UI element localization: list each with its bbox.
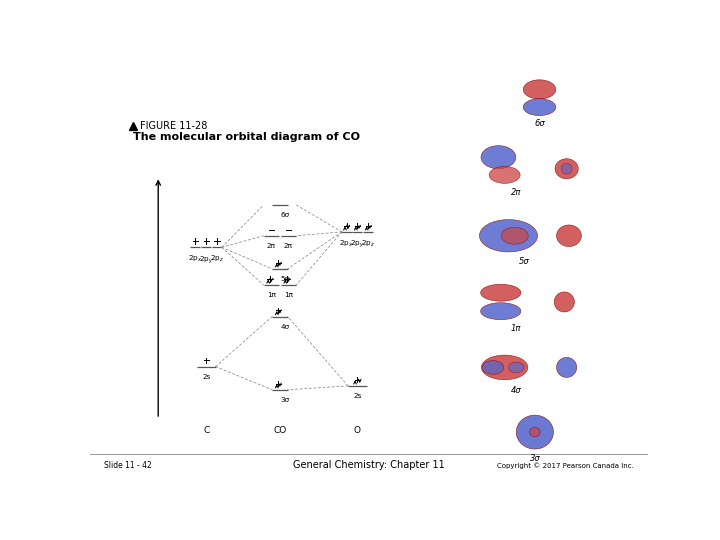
Ellipse shape bbox=[523, 99, 556, 116]
Text: CO: CO bbox=[274, 426, 287, 435]
Ellipse shape bbox=[481, 146, 516, 168]
Ellipse shape bbox=[489, 166, 520, 184]
Text: 2p$_z$: 2p$_z$ bbox=[210, 254, 224, 265]
Text: 6σ: 6σ bbox=[534, 119, 545, 127]
Text: 2π: 2π bbox=[511, 188, 521, 197]
Text: The molecular orbital diagram of CO: The molecular orbital diagram of CO bbox=[132, 132, 359, 142]
Text: 4σ: 4σ bbox=[281, 323, 289, 329]
Ellipse shape bbox=[554, 292, 575, 312]
Ellipse shape bbox=[481, 303, 521, 320]
Text: 2s: 2s bbox=[202, 374, 210, 380]
Ellipse shape bbox=[557, 225, 581, 247]
Ellipse shape bbox=[555, 159, 578, 179]
Ellipse shape bbox=[508, 362, 524, 373]
Ellipse shape bbox=[516, 415, 554, 449]
Text: C: C bbox=[203, 426, 210, 435]
Text: 2p$_x$: 2p$_x$ bbox=[339, 239, 354, 249]
Text: 5σ: 5σ bbox=[281, 276, 289, 282]
Ellipse shape bbox=[482, 361, 504, 374]
Text: 6σ: 6σ bbox=[281, 212, 289, 218]
Ellipse shape bbox=[480, 220, 538, 252]
Text: General Chemistry: Chapter 11: General Chemistry: Chapter 11 bbox=[293, 460, 445, 470]
Text: Slide 11 - 42: Slide 11 - 42 bbox=[104, 461, 152, 470]
Text: 3σ: 3σ bbox=[281, 397, 289, 403]
Text: 2s: 2s bbox=[354, 393, 361, 399]
Text: 2p$_x$: 2p$_x$ bbox=[188, 254, 202, 265]
Ellipse shape bbox=[482, 355, 528, 380]
Ellipse shape bbox=[557, 357, 577, 377]
Text: O: O bbox=[354, 426, 361, 435]
Text: 2π: 2π bbox=[267, 242, 276, 248]
Text: 4σ: 4σ bbox=[511, 386, 521, 395]
Text: 2p$_y$: 2p$_y$ bbox=[199, 254, 213, 266]
Text: 1π: 1π bbox=[267, 292, 276, 298]
Ellipse shape bbox=[561, 164, 572, 174]
Text: 1π: 1π bbox=[284, 292, 293, 298]
Text: 3σ: 3σ bbox=[529, 454, 540, 463]
Text: Copyright © 2017 Pearson Canada Inc.: Copyright © 2017 Pearson Canada Inc. bbox=[498, 462, 634, 469]
Text: 2π: 2π bbox=[284, 242, 293, 248]
Text: FIGURE 11-28: FIGURE 11-28 bbox=[140, 122, 208, 131]
Ellipse shape bbox=[523, 80, 556, 99]
Ellipse shape bbox=[501, 227, 528, 244]
Text: 5σ: 5σ bbox=[518, 256, 529, 266]
Text: 2p$_z$: 2p$_z$ bbox=[361, 239, 375, 249]
Text: 2p$_y$: 2p$_y$ bbox=[350, 239, 364, 251]
Text: 1π: 1π bbox=[511, 323, 521, 333]
Ellipse shape bbox=[529, 428, 540, 437]
Ellipse shape bbox=[481, 284, 521, 301]
